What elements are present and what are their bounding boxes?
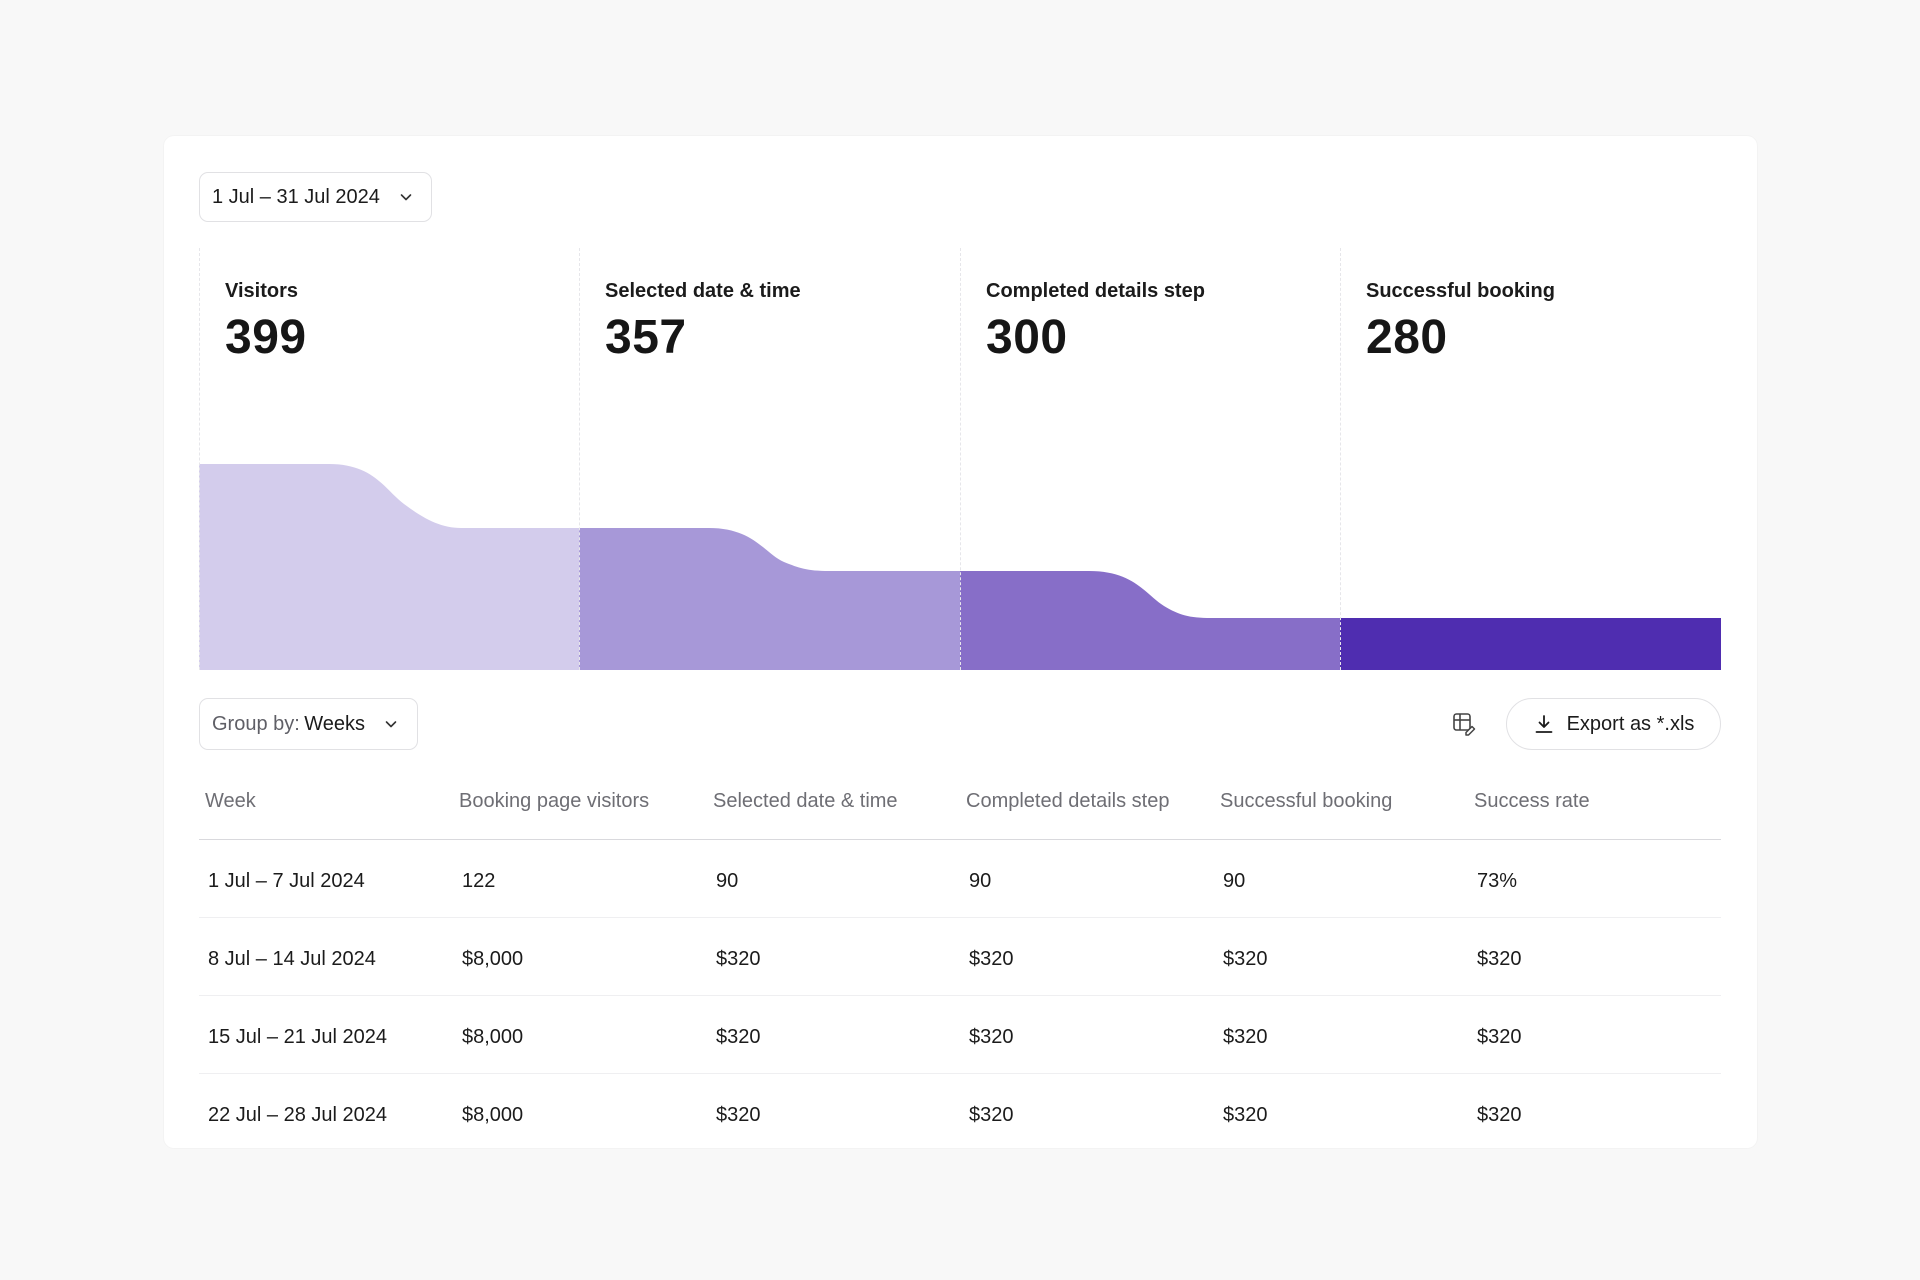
column-header-booking-page-visitors[interactable]: Booking page visitors: [459, 790, 650, 812]
funnel-step-completed-details: Completed details step 300: [960, 248, 1340, 670]
funnel-step-value: 300: [986, 311, 1068, 364]
cell-success-rate: $320: [1477, 1104, 1522, 1126]
cell-success-rate: 73%: [1477, 870, 1518, 892]
cell-booking-page-visitors: 122: [462, 870, 496, 892]
column-header-completed-details-step[interactable]: Completed details step: [966, 790, 1170, 812]
cell-week: 1 Jul – 7 Jul 2024: [208, 870, 365, 892]
cell-successful-booking: $320: [1223, 948, 1268, 970]
date-range-label: 1 Jul – 31 Jul 2024: [212, 185, 380, 208]
group-by-value: Weeks: [304, 712, 366, 735]
funnel-band-visitors: [199, 464, 579, 670]
funnel-report-card: 1 Jul – 31 Jul 2024 Visitors 399 Selecte…: [164, 136, 1757, 1148]
table-row[interactable]: 8 Jul – 14 Jul 2024 $8,000 $320 $320 $32…: [199, 918, 1721, 996]
cell-booking-page-visitors: $8,000: [462, 1026, 524, 1048]
column-header-successful-booking[interactable]: Successful booking: [1220, 790, 1393, 812]
cell-success-rate: $320: [1477, 1026, 1522, 1048]
funnel-step-label: Completed details step: [986, 280, 1205, 302]
funnel-step-value: 399: [225, 311, 307, 364]
funnel-band-successful-booking: [1340, 618, 1721, 670]
funnel-step-successful-booking: Successful booking 280: [1340, 248, 1721, 670]
funnel-step-label: Successful booking: [1366, 280, 1555, 302]
cell-completed-details-step: $320: [969, 1026, 1014, 1048]
cell-selected-date-time: 90: [716, 870, 739, 892]
funnel-chart: Visitors 399 Selected date & time 357 Co…: [199, 248, 1721, 670]
cell-completed-details-step: $320: [969, 1104, 1014, 1126]
cell-selected-date-time: $320: [716, 1104, 761, 1126]
funnel-step-value: 280: [1366, 311, 1448, 364]
chevron-down-icon: [400, 194, 412, 201]
date-range-select[interactable]: 1 Jul – 31 Jul 2024: [199, 172, 432, 222]
cell-week: 22 Jul – 28 Jul 2024: [208, 1104, 388, 1126]
chevron-down-icon: [385, 721, 397, 728]
table-row[interactable]: 22 Jul – 28 Jul 2024 $8,000 $320 $320 $3…: [199, 1074, 1721, 1148]
funnel-chart-graphic: [199, 464, 1721, 670]
cell-selected-date-time: $320: [716, 1026, 761, 1048]
download-icon: [1535, 715, 1552, 733]
cell-completed-details-step: $320: [969, 948, 1014, 970]
funnel-band-selected-date-time: [579, 528, 960, 670]
funnel-step-label: Visitors: [225, 280, 298, 302]
funnel-step-label: Selected date & time: [605, 280, 801, 302]
table-toolbar: Group by: Weeks Export as *.xls: [199, 698, 1721, 750]
funnel-step-selected-date-time: Selected date & time 357: [579, 248, 960, 670]
table-row[interactable]: 1 Jul – 7 Jul 2024 122 90 90 90 73%: [199, 840, 1721, 918]
cell-week: 8 Jul – 14 Jul 2024: [208, 948, 376, 970]
column-header-selected-date-time[interactable]: Selected date & time: [713, 790, 898, 812]
cell-success-rate: $320: [1477, 948, 1522, 970]
weekly-funnel-table: Week Booking page visitors Selected date…: [199, 776, 1721, 1148]
column-header-week[interactable]: Week: [205, 790, 256, 812]
group-by-key: Group by:: [212, 712, 300, 735]
cell-successful-booking: $320: [1223, 1104, 1268, 1126]
export-button-label: Export as *.xls: [1566, 712, 1695, 735]
cell-successful-booking: 90: [1223, 870, 1246, 892]
funnel-step-value: 357: [605, 311, 687, 364]
cell-successful-booking: $320: [1223, 1026, 1268, 1048]
funnel-step-visitors: Visitors 399: [199, 248, 579, 670]
group-by-select[interactable]: Group by: Weeks: [199, 698, 419, 750]
table-row[interactable]: 15 Jul – 21 Jul 2024 $8,000 $320 $320 $3…: [199, 996, 1721, 1074]
funnel-band-completed-details: [960, 571, 1340, 670]
export-xls-button[interactable]: Export as *.xls: [1506, 698, 1721, 750]
table-header: Week Booking page visitors Selected date…: [199, 776, 1721, 840]
cell-week: 15 Jul – 21 Jul 2024: [208, 1026, 388, 1048]
table-columns-edit-icon[interactable]: [1450, 710, 1478, 738]
cell-selected-date-time: $320: [716, 948, 761, 970]
cell-booking-page-visitors: $8,000: [462, 1104, 524, 1126]
column-header-success-rate[interactable]: Success rate: [1474, 790, 1590, 812]
cell-booking-page-visitors: $8,000: [462, 948, 524, 970]
cell-completed-details-step: 90: [969, 870, 992, 892]
